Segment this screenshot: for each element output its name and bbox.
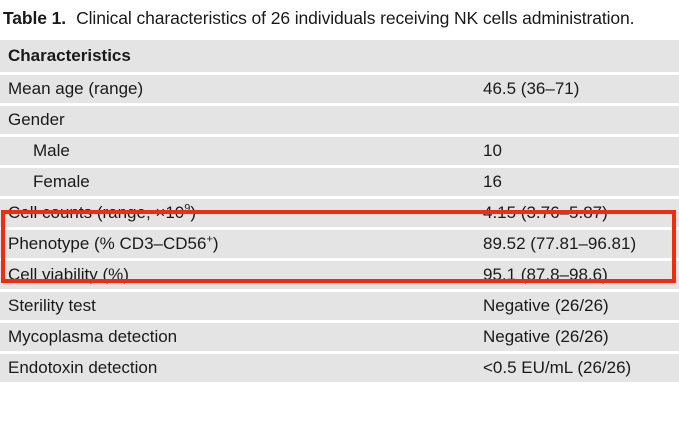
row-value: 4.15 (3.76–5.87) (483, 203, 608, 222)
row-label: Male (33, 141, 70, 160)
table-caption-text: Clinical characteristics of 26 individua… (76, 8, 635, 28)
table-caption: Table 1. Clinical characteristics of 26 i… (0, 0, 658, 30)
table-header-row: Characteristics (0, 40, 679, 75)
table-rows: Mean age (range) 46.5 (36–71) Gender Male 10… (0, 75, 679, 385)
row-value: <0.5 EU/mL (26/26) (483, 358, 632, 377)
table-row: Endotoxin detection <0.5 EU/mL (26/26) (0, 354, 679, 385)
row-label: Mycoplasma detection (8, 327, 178, 346)
table-row: Cell counts (range, ×109) 4.15 (3.76–5.87… (0, 199, 679, 230)
row-label: Phenotype (% CD3–CD56+) (8, 234, 219, 253)
table-row: Male 10 (0, 137, 679, 168)
row-label: Cell counts (range, ×109) (8, 203, 197, 222)
row-label: Gender (8, 110, 65, 129)
table-row: Female 16 (0, 168, 679, 199)
row-value: 95.1 (87.8–98.6) (483, 265, 608, 284)
row-label: Cell viability (%) (8, 265, 129, 284)
row-value: 16 (483, 172, 502, 191)
table-row: Gender (0, 106, 679, 137)
table-row: Sterility test Negative (26/26) (0, 292, 679, 323)
table-row: Mean age (range) 46.5 (36–71) (0, 75, 679, 106)
table-caption-label: Table 1. (3, 8, 67, 28)
row-label: Endotoxin detection (8, 358, 158, 377)
row-label: Mean age (range) (8, 79, 144, 98)
row-value: Negative (26/26) (483, 296, 609, 315)
row-label: Female (33, 172, 90, 191)
table-header-label: Characteristics (8, 46, 131, 65)
row-value: 46.5 (36–71) (483, 79, 580, 98)
table-row: Cell viability (%) 95.1 (87.8–98.6) (0, 261, 679, 292)
table-row: Mycoplasma detection Negative (26/26) (0, 323, 679, 354)
row-value: 10 (483, 141, 502, 160)
row-label: Sterility test (8, 296, 96, 315)
clinical-characteristics-table: Characteristics Mean age (range) 46.5 (36… (0, 40, 679, 385)
row-value: 89.52 (77.81–96.81) (483, 234, 637, 253)
table-row: Phenotype (% CD3–CD56+) 89.52 (77.81–96.8… (0, 230, 679, 261)
row-value: Negative (26/26) (483, 327, 609, 346)
